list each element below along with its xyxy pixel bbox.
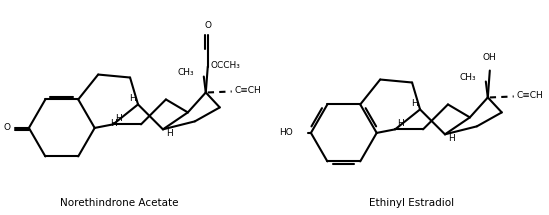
Text: O: O bbox=[204, 21, 211, 30]
Text: Norethindrone Acetate: Norethindrone Acetate bbox=[60, 198, 179, 208]
Text: C≡CH: C≡CH bbox=[234, 86, 261, 95]
Text: Ethinyl Estradiol: Ethinyl Estradiol bbox=[369, 198, 454, 208]
Text: H: H bbox=[129, 94, 136, 103]
Text: CH₃: CH₃ bbox=[177, 68, 194, 77]
Text: CH₃: CH₃ bbox=[459, 73, 476, 82]
Text: H: H bbox=[411, 99, 418, 108]
Text: H: H bbox=[115, 114, 122, 123]
Text: H: H bbox=[110, 120, 117, 128]
Text: O: O bbox=[4, 123, 11, 132]
Text: H: H bbox=[397, 119, 404, 128]
Text: C≡CH: C≡CH bbox=[517, 91, 544, 100]
Text: OCCH₃: OCCH₃ bbox=[211, 61, 240, 70]
Text: H: H bbox=[448, 134, 455, 143]
Text: OH: OH bbox=[483, 53, 497, 61]
Text: H: H bbox=[166, 129, 173, 138]
Text: HO: HO bbox=[279, 128, 293, 137]
